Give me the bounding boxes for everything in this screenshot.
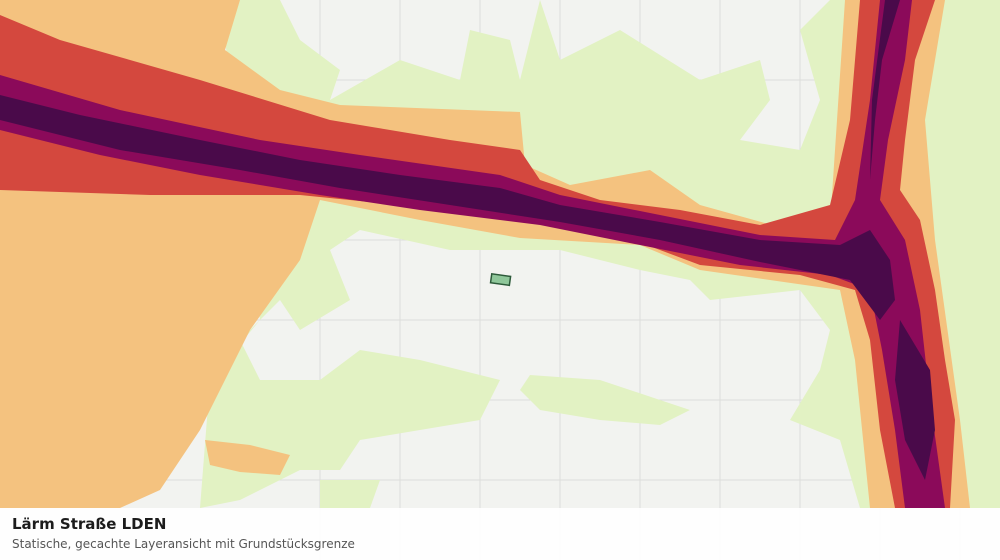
caption-title: Lärm Straße LDEN — [12, 515, 166, 533]
noise-zone-medium — [0, 0, 955, 508]
noise-zone-low-patch — [205, 440, 290, 475]
noise-zone-highest — [0, 0, 935, 480]
caption-subtitle: Statische, gecachte Layeransicht mit Gru… — [12, 537, 355, 551]
parcel-boundary[interactable] — [489, 272, 512, 287]
caption-panel — [0, 508, 1000, 560]
